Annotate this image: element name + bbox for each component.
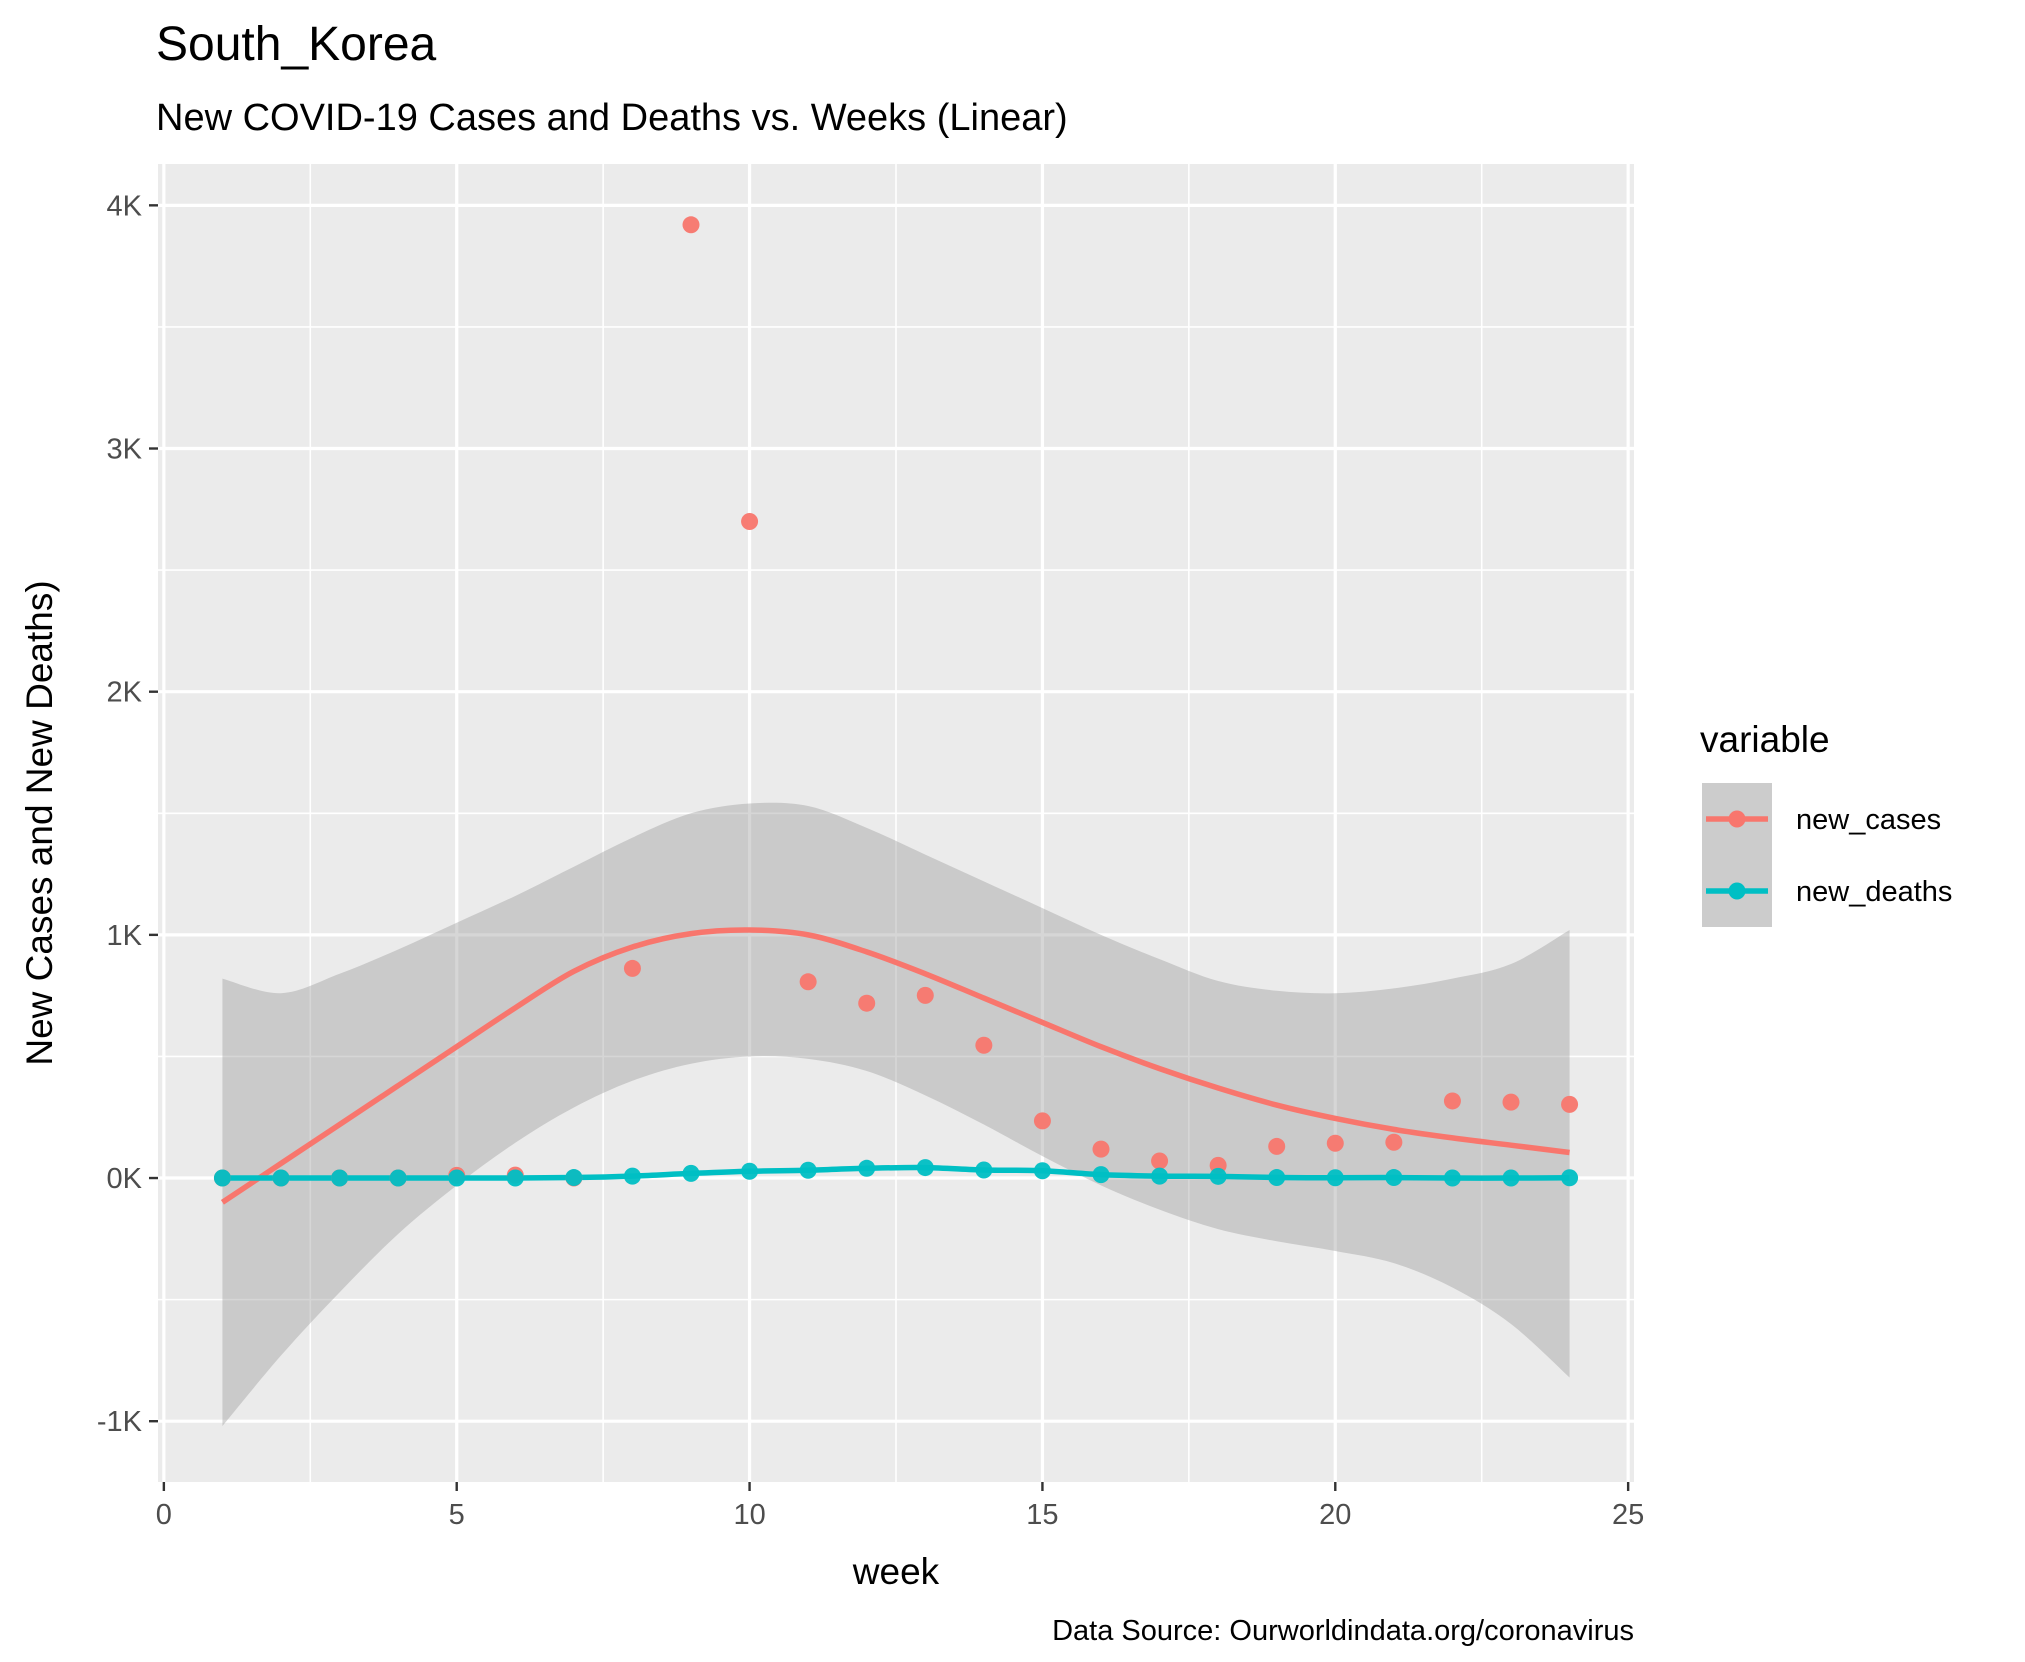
- data-point-new_cases: [741, 512, 759, 530]
- y-tick-label: 4K: [107, 190, 143, 222]
- data-point-new_cases: [623, 959, 641, 977]
- legend-title: variable: [1700, 719, 1830, 760]
- legend-key-point-new_deaths: [1728, 882, 1746, 900]
- x-tick-label: 15: [1026, 1499, 1058, 1531]
- data-point-new_deaths: [506, 1169, 524, 1187]
- data-point-new_cases: [799, 973, 817, 991]
- data-point-new_cases: [916, 986, 934, 1004]
- legend-label-new_deaths: new_deaths: [1796, 876, 1952, 908]
- data-point-new_cases: [1326, 1134, 1344, 1152]
- chart-caption: Data Source: Ourworldindata.org/coronavi…: [1052, 1615, 1634, 1647]
- data-point-new_deaths: [272, 1169, 290, 1187]
- data-point-new_deaths: [1385, 1169, 1403, 1187]
- data-point-new_cases: [1385, 1133, 1403, 1151]
- data-point-new_deaths: [623, 1167, 641, 1185]
- legend-keys: new_cases new_deaths: [1702, 783, 1952, 927]
- data-point-new_deaths: [1561, 1169, 1579, 1187]
- data-point-new_deaths: [799, 1161, 817, 1179]
- x-tick-label: 5: [449, 1499, 465, 1531]
- y-tick-label: -1K: [97, 1406, 143, 1438]
- x-tick-label: 20: [1319, 1499, 1351, 1531]
- data-point-new_cases: [858, 994, 876, 1012]
- data-point-new_cases: [1561, 1095, 1579, 1113]
- data-point-new_deaths: [1502, 1169, 1520, 1187]
- data-point-new_deaths: [741, 1162, 759, 1180]
- x-tick-label: 10: [733, 1499, 765, 1531]
- data-point-new_cases: [1092, 1140, 1110, 1158]
- x-tick-label: 0: [156, 1499, 172, 1531]
- data-points: [213, 216, 1579, 1187]
- data-point-new_deaths: [1092, 1166, 1110, 1184]
- data-point-new_deaths: [1268, 1169, 1286, 1187]
- data-point-new_cases: [1443, 1092, 1461, 1110]
- chart-title: South_Korea: [156, 18, 437, 71]
- data-point-new_deaths: [213, 1169, 231, 1187]
- data-point-new_deaths: [975, 1161, 993, 1179]
- confidence-bands: [222, 802, 1570, 1427]
- data-point-new_deaths: [331, 1169, 349, 1187]
- y-tick-label: 0K: [107, 1163, 143, 1195]
- data-point-new_cases: [682, 216, 700, 234]
- data-point-new_deaths: [916, 1159, 934, 1177]
- data-point-new_deaths: [682, 1164, 700, 1182]
- confidence-band-new_cases: [222, 802, 1570, 1427]
- data-point-new_deaths: [1209, 1167, 1227, 1185]
- data-point-new_deaths: [1326, 1169, 1344, 1187]
- y-tick-label: 2K: [107, 677, 143, 709]
- data-point-new_deaths: [1443, 1169, 1461, 1187]
- data-point-new_cases: [1033, 1112, 1051, 1130]
- data-point-new_cases: [1151, 1152, 1169, 1170]
- data-point-new_deaths: [1151, 1167, 1169, 1185]
- y-tick-label: 1K: [107, 920, 143, 952]
- y-tick-label: 3K: [107, 434, 143, 466]
- x-axis-title: week: [852, 1551, 940, 1592]
- legend-label-new_cases: new_cases: [1796, 804, 1941, 836]
- x-tick-label: 25: [1612, 1499, 1644, 1531]
- legend-key-point-new_cases: [1728, 810, 1746, 828]
- legend: variable new_cases new_deaths: [1700, 719, 1952, 927]
- chart-subtitle: New COVID-19 Cases and Deaths vs. Weeks …: [156, 97, 1068, 139]
- axes: 0 5 10 15 20 25 -1K 0K 1K 2K 3K 4K: [97, 190, 1644, 1531]
- gridlines: [158, 164, 1634, 1482]
- data-point-new_deaths: [389, 1169, 407, 1187]
- data-point-new_deaths: [1033, 1162, 1051, 1180]
- data-point-new_cases: [1502, 1093, 1520, 1111]
- data-point-new_deaths: [448, 1169, 466, 1187]
- data-point-new_deaths: [565, 1169, 583, 1187]
- data-point-new_cases: [975, 1036, 993, 1054]
- data-point-new_cases: [1268, 1137, 1286, 1155]
- y-axis-title: New Cases and New Deaths): [19, 580, 60, 1065]
- smooth-line-new_cases: [220, 927, 1570, 1205]
- data-point-new_deaths: [858, 1159, 876, 1177]
